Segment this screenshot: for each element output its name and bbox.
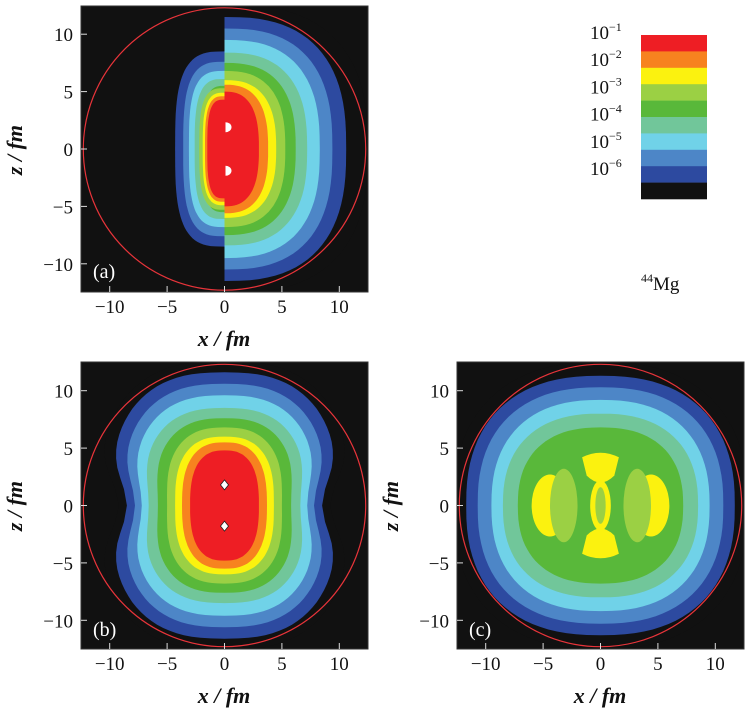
x-tick-label: 5 bbox=[277, 297, 287, 318]
density-hole bbox=[225, 165, 232, 176]
panel-b-contours bbox=[104, 362, 345, 649]
colorbar-swatch bbox=[641, 117, 707, 134]
density-hole bbox=[219, 479, 230, 491]
panel-c-x-ticks: −10 −5 0 5 10 bbox=[471, 643, 725, 675]
x-tick-label: −10 bbox=[471, 654, 501, 675]
x-tick-label: 5 bbox=[277, 654, 287, 675]
y-tick-label: 10 bbox=[54, 25, 73, 46]
colorbar-tick-label: 10−4 bbox=[590, 102, 622, 126]
panel-b-label: (b) bbox=[93, 619, 116, 641]
density-hole bbox=[225, 122, 232, 133]
x-tick-label: −5 bbox=[157, 654, 177, 675]
y-tick-label: −10 bbox=[43, 255, 73, 276]
y-tick-label: −5 bbox=[53, 554, 73, 575]
colorbar-tick-label: 10−5 bbox=[590, 129, 622, 153]
panel-b-y-ticks: −10 −5 0 5 10 bbox=[43, 382, 87, 632]
contour-core-inner bbox=[595, 487, 606, 524]
colorbar-swatch bbox=[641, 51, 707, 69]
colorbar-tick-label: 10−1 bbox=[590, 20, 622, 44]
nucleus-label: 44Mg bbox=[641, 271, 680, 295]
x-tick-label: −10 bbox=[95, 654, 125, 675]
colorbar-tick-labels: 10−1 10−2 10−3 10−4 10−5 10−6 bbox=[590, 20, 622, 180]
x-tick-label: 5 bbox=[653, 654, 663, 675]
x-tick-label: 10 bbox=[330, 297, 349, 318]
contour-gap-right bbox=[623, 468, 652, 543]
panel-c-xlabel: x / fm bbox=[573, 683, 627, 708]
colorbar-swatch bbox=[641, 100, 707, 118]
colorbar-swatches bbox=[641, 35, 707, 200]
colorbar-swatch bbox=[641, 182, 707, 200]
x-tick-label: 0 bbox=[220, 654, 230, 675]
panel-c-label: (c) bbox=[469, 619, 491, 641]
colorbar-tick-label: 10−6 bbox=[590, 156, 622, 180]
colorbar-swatch bbox=[641, 67, 707, 85]
panel-c: (c) −10 −5 0 5 10 −10 −5 0 5 10 x / fm z / fm bbox=[378, 361, 745, 708]
panel-a-left-contours bbox=[175, 51, 225, 247]
contour-lobe-bottom bbox=[582, 528, 619, 559]
colorbar: 10−1 10−2 10−3 10−4 10−5 10−6 bbox=[590, 20, 707, 200]
y-tick-label: 0 bbox=[64, 497, 74, 518]
y-tick-label: 5 bbox=[440, 439, 450, 460]
density-hole bbox=[219, 520, 230, 532]
colorbar-swatch bbox=[641, 149, 707, 167]
colorbar-swatch bbox=[641, 133, 707, 151]
x-tick-label: −5 bbox=[157, 297, 177, 318]
y-tick-label: 5 bbox=[64, 439, 74, 460]
panel-a-label: (a) bbox=[93, 261, 115, 283]
panel-a: (a) −10 −5 0 5 10 −10 −5 0 5 10 x / fm z / fm bbox=[2, 5, 369, 351]
y-tick-label: −5 bbox=[429, 554, 449, 575]
panel-a-xlabel: x / fm bbox=[197, 326, 251, 351]
panel-a-ylabel: z / fm bbox=[2, 125, 27, 176]
colorbar-swatch bbox=[641, 84, 707, 101]
panel-a-y-ticks: −10 −5 0 5 10 bbox=[43, 25, 87, 276]
y-tick-label: 10 bbox=[430, 382, 449, 403]
y-tick-label: −10 bbox=[43, 611, 73, 632]
contour-level bbox=[224, 91, 259, 207]
x-tick-label: −5 bbox=[533, 654, 553, 675]
y-tick-label: 0 bbox=[64, 140, 74, 161]
panel-b: (b) −10 −5 0 5 10 −10 −5 0 5 10 x / fm z / fm bbox=[2, 361, 369, 708]
colorbar-swatch bbox=[641, 166, 707, 183]
y-tick-label: 5 bbox=[64, 83, 74, 104]
panel-c-ylabel: z / fm bbox=[378, 481, 403, 532]
colorbar-tick-label: 10−3 bbox=[590, 74, 622, 98]
contour-gap-left bbox=[549, 468, 578, 543]
nucleus-symbol: Mg bbox=[653, 274, 680, 295]
panel-b-holes bbox=[219, 479, 230, 532]
contour-level bbox=[207, 99, 225, 199]
x-tick-label: 10 bbox=[706, 654, 725, 675]
contour-level bbox=[190, 450, 259, 561]
x-tick-label: 10 bbox=[330, 654, 349, 675]
panel-a-holes bbox=[225, 122, 232, 176]
x-tick-label: 0 bbox=[220, 297, 230, 318]
panel-c-contours bbox=[457, 362, 744, 649]
panel-a-right-contours bbox=[224, 6, 368, 292]
nucleus-mass-number: 44 bbox=[641, 271, 653, 285]
y-tick-label: −5 bbox=[53, 197, 73, 218]
panel-b-ylabel: z / fm bbox=[2, 481, 27, 532]
y-tick-label: 10 bbox=[54, 382, 73, 403]
x-tick-label: −10 bbox=[95, 297, 125, 318]
colorbar-tick-label: 10−2 bbox=[590, 47, 622, 71]
colorbar-swatch bbox=[641, 35, 707, 52]
panel-c-y-ticks: −10 −5 0 5 10 bbox=[419, 382, 463, 632]
panel-b-x-ticks: −10 −5 0 5 10 bbox=[95, 643, 349, 675]
contour-lobe-top bbox=[582, 452, 619, 483]
y-tick-label: 0 bbox=[440, 497, 450, 518]
x-tick-label: 0 bbox=[596, 654, 606, 675]
panel-b-xlabel: x / fm bbox=[197, 683, 251, 708]
panel-a-x-ticks: −10 −5 0 5 10 bbox=[95, 286, 349, 318]
y-tick-label: −10 bbox=[419, 611, 449, 632]
